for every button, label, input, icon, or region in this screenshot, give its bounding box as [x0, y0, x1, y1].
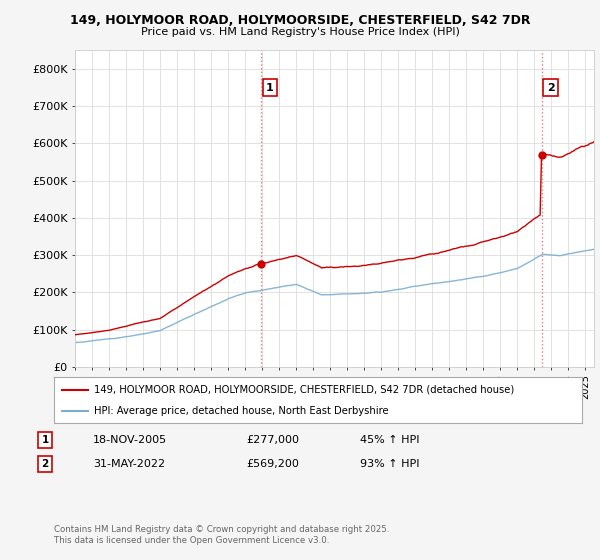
- Text: 149, HOLYMOOR ROAD, HOLYMOORSIDE, CHESTERFIELD, S42 7DR: 149, HOLYMOOR ROAD, HOLYMOORSIDE, CHESTE…: [70, 14, 530, 27]
- Text: 45% ↑ HPI: 45% ↑ HPI: [360, 435, 419, 445]
- Text: Contains HM Land Registry data © Crown copyright and database right 2025.
This d: Contains HM Land Registry data © Crown c…: [54, 525, 389, 545]
- Text: 1: 1: [41, 435, 49, 445]
- Text: HPI: Average price, detached house, North East Derbyshire: HPI: Average price, detached house, Nort…: [94, 407, 388, 416]
- Text: 93% ↑ HPI: 93% ↑ HPI: [360, 459, 419, 469]
- Text: 31-MAY-2022: 31-MAY-2022: [93, 459, 165, 469]
- Text: 149, HOLYMOOR ROAD, HOLYMOORSIDE, CHESTERFIELD, S42 7DR (detached house): 149, HOLYMOOR ROAD, HOLYMOORSIDE, CHESTE…: [94, 385, 514, 395]
- Text: £277,000: £277,000: [246, 435, 299, 445]
- Text: 18-NOV-2005: 18-NOV-2005: [93, 435, 167, 445]
- Text: £569,200: £569,200: [246, 459, 299, 469]
- Text: 2: 2: [41, 459, 49, 469]
- Text: 2: 2: [547, 83, 554, 92]
- Text: 1: 1: [266, 83, 274, 92]
- Text: Price paid vs. HM Land Registry's House Price Index (HPI): Price paid vs. HM Land Registry's House …: [140, 27, 460, 37]
